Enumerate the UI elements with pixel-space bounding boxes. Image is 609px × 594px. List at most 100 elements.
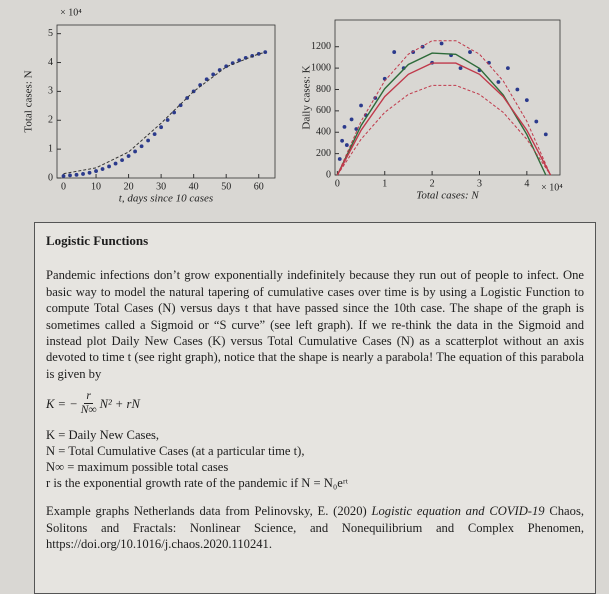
source: Example graphs Netherlands data from Pel…	[46, 503, 584, 552]
data-point	[152, 132, 157, 137]
data-point	[505, 66, 510, 71]
data-point	[107, 164, 111, 169]
data-point	[204, 77, 209, 82]
data-point	[159, 125, 164, 130]
x-multiplier: × 10⁴	[541, 182, 563, 193]
x-tick-label: 4	[524, 178, 529, 189]
data-point	[133, 149, 137, 154]
y-tick-label: 4	[48, 57, 53, 68]
curve	[336, 40, 551, 176]
x-axis-label: t, days since 10 cases	[119, 193, 213, 205]
y-tick-label: 1	[48, 143, 53, 154]
y-tick-label: 2	[48, 115, 53, 126]
data-point	[263, 50, 268, 55]
y-axis-label: Daily cases: K	[301, 65, 313, 129]
data-point	[237, 58, 242, 63]
x-tick-label: 10	[91, 181, 101, 192]
definition: N∞ = maximum possible total cases	[46, 460, 229, 475]
source-text: Example graphs Netherlands data from Pel…	[46, 504, 372, 519]
data-point	[139, 144, 144, 149]
plot-frame	[334, 19, 561, 176]
data-point	[515, 87, 520, 92]
curve	[336, 52, 547, 176]
x-axis-label: Total cases: N	[416, 190, 479, 202]
data-point	[113, 161, 118, 166]
y-tick-label: 1200	[311, 41, 331, 52]
data-point	[496, 80, 501, 84]
y-tick-label: 1000	[311, 62, 331, 73]
y-tick-label: 600	[316, 105, 331, 116]
data-point	[172, 110, 177, 115]
x-tick-label: 0	[335, 178, 340, 189]
data-point	[81, 172, 85, 176]
eq-lhs: K = −	[46, 396, 78, 411]
data-point	[458, 66, 463, 71]
data-point	[340, 138, 345, 143]
curve	[336, 84, 551, 176]
data-point	[146, 138, 151, 143]
data-point	[342, 124, 347, 129]
box-title: Logistic Functions	[46, 233, 149, 248]
data-point	[337, 157, 342, 161]
x-tick-label: 30	[156, 181, 166, 192]
y-tick-label: 800	[316, 84, 331, 95]
data-point	[120, 158, 124, 163]
data-point	[243, 56, 248, 60]
fraction: r N∞	[81, 390, 97, 417]
data-point	[359, 103, 363, 108]
x-tick-label: 3	[477, 178, 482, 189]
data-point	[68, 173, 72, 178]
x-tick-label: 50	[221, 181, 231, 192]
y-axis-label: Total cases: N	[23, 70, 35, 132]
curve	[63, 51, 266, 175]
text-box: Logistic Functions Pandemic infections d…	[34, 222, 596, 594]
source-text: Chaos, Solitons and Fractals: Nonlinear …	[46, 504, 584, 552]
data-point	[349, 117, 354, 122]
y-multiplier: × 10⁴	[60, 7, 82, 18]
y-tick-label: 400	[316, 127, 331, 138]
source-title: Logistic equation and COVID-19	[371, 504, 545, 519]
curve	[336, 62, 552, 176]
data-point	[392, 50, 397, 54]
data-point	[94, 169, 98, 173]
y-tick-label: 3	[48, 86, 53, 97]
x-tick-label: 2	[430, 178, 435, 189]
y-tick-label: 5	[48, 28, 53, 39]
data-point	[420, 44, 425, 49]
y-tick-label: 0	[326, 169, 331, 180]
eq-rhs: N² + rN	[99, 396, 140, 411]
equation: K = − r N∞ N² + rN	[46, 390, 584, 417]
data-point	[439, 41, 444, 46]
data-point	[524, 98, 529, 103]
definitions: K = Daily New Cases, N = Total Cumulativ…	[46, 427, 584, 491]
data-point	[61, 174, 66, 178]
data-point	[74, 172, 79, 177]
paragraph: Pandemic infections don’t grow exponenti…	[46, 268, 584, 381]
eq-denominator: N∞	[80, 404, 97, 417]
definition: r is the exponential growth rate of the …	[46, 476, 349, 491]
eq-numerator: r	[84, 390, 93, 405]
data-point	[87, 170, 92, 175]
data-point	[373, 96, 378, 100]
data-point	[178, 103, 183, 108]
x-tick-label: 1	[382, 178, 387, 189]
data-point	[256, 51, 261, 56]
x-tick-label: 0	[61, 181, 66, 192]
data-point	[126, 154, 131, 158]
data-point	[468, 50, 472, 54]
definition: K = Daily New Cases,	[46, 428, 160, 443]
x-tick-label: 40	[189, 181, 199, 192]
x-tick-label: 20	[124, 181, 134, 192]
x-tick-label: 60	[254, 181, 264, 192]
definition: N = Total Cumulative Cases (at a particu…	[46, 444, 305, 459]
data-point	[534, 119, 539, 124]
data-point	[165, 118, 170, 122]
data-point	[354, 127, 359, 131]
y-tick-label: 200	[316, 148, 331, 159]
data-point	[344, 143, 349, 147]
y-tick-label: 0	[48, 172, 53, 183]
plot-frame	[56, 24, 276, 179]
data-point	[211, 72, 216, 77]
